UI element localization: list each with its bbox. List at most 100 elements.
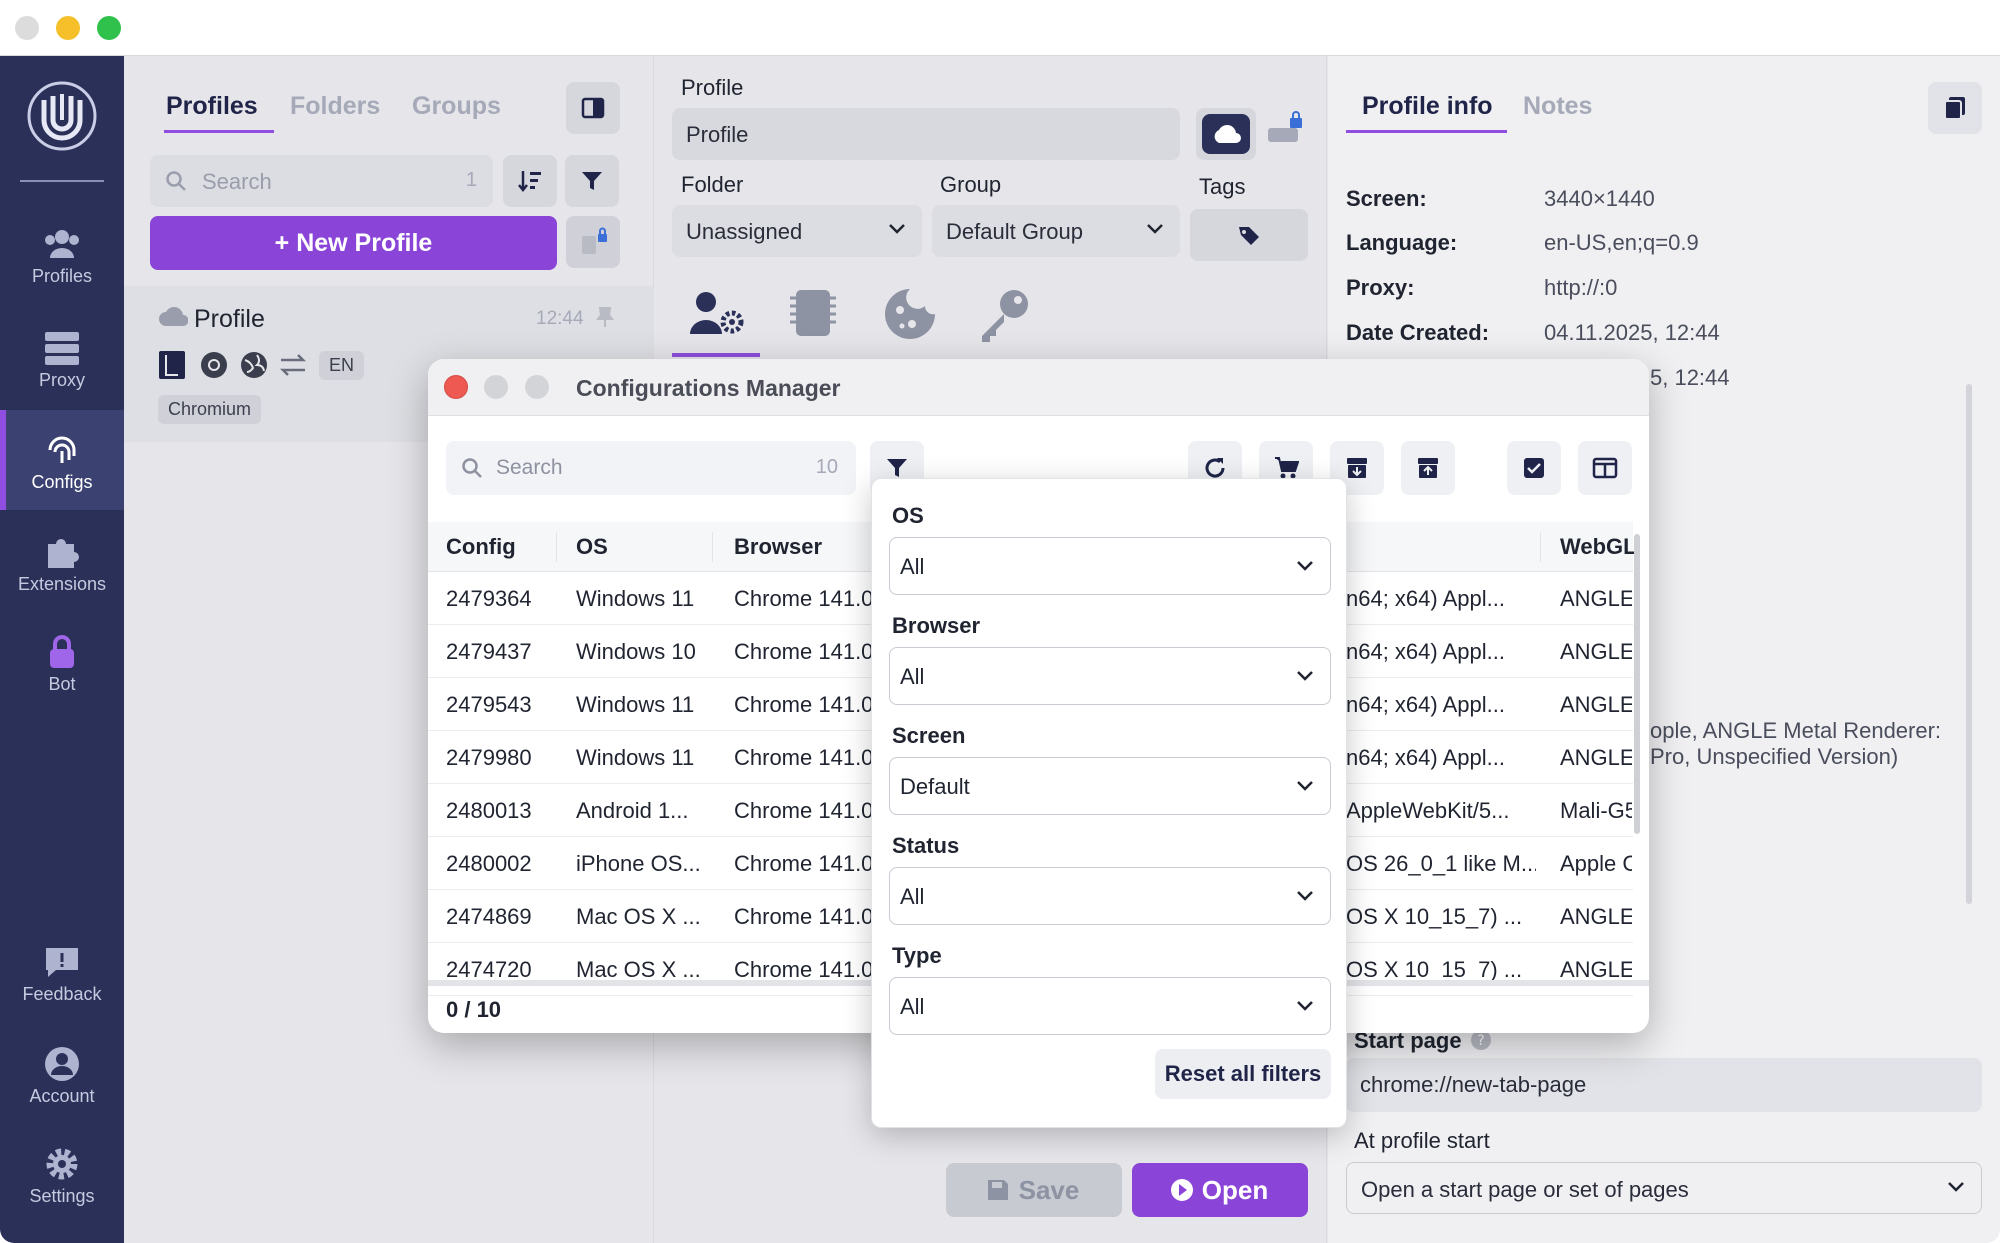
sort-button[interactable] bbox=[503, 155, 557, 207]
cloud-icon bbox=[1214, 125, 1241, 143]
filter-profiles-button[interactable] bbox=[565, 155, 619, 207]
dialog-close-button[interactable] bbox=[444, 375, 468, 399]
table-row[interactable]: 2474720 Mac OS X ... Chrome 141.0 OS X 10_1… bbox=[428, 943, 1633, 996]
at-profile-start-select[interactable]: Open a start page or set of pages bbox=[1346, 1162, 1982, 1214]
sidebar-item-account[interactable]: Account bbox=[0, 1024, 124, 1124]
cell-browser: Chrome 141.0 bbox=[734, 851, 874, 876]
chevron-down-icon bbox=[1948, 1182, 1964, 1192]
profile-name-label: Profile bbox=[681, 75, 744, 100]
window-close-button[interactable] bbox=[15, 16, 39, 40]
upload-archive-button[interactable] bbox=[1401, 441, 1455, 495]
new-profile-button[interactable]: + New Profile bbox=[150, 216, 557, 270]
profile-identity-tab-icon[interactable] bbox=[688, 290, 746, 336]
profile-search-input[interactable]: Search 1 bbox=[150, 155, 493, 207]
tab-active-indicator bbox=[1346, 130, 1507, 133]
reset-filters-button[interactable]: Reset all filters bbox=[1155, 1049, 1331, 1099]
columns-button[interactable] bbox=[1578, 441, 1632, 495]
sidebar-item-extensions[interactable]: Extensions bbox=[0, 512, 124, 612]
cell-os: iPhone OS... bbox=[576, 851, 701, 876]
table-row[interactable]: 2479543 Windows 11 Chrome 141.0 n64; x64) A… bbox=[428, 678, 1633, 731]
window-minimize-button[interactable] bbox=[56, 16, 80, 40]
sidebar-item-label: Profiles bbox=[31, 266, 93, 286]
column-header-os[interactable]: OS bbox=[576, 534, 608, 559]
group-label: Group bbox=[940, 172, 1002, 197]
filter-screen-select[interactable]: Default bbox=[889, 757, 1331, 815]
info-scrollbar[interactable] bbox=[1966, 384, 1972, 904]
sidebar: Profiles Proxy Configs Extensions Bot Fe… bbox=[0, 56, 124, 1243]
filter-os-value: All bbox=[900, 554, 925, 579]
search-placeholder: Search bbox=[496, 456, 563, 479]
sidebar-item-label: Settings bbox=[29, 1186, 95, 1206]
sidebar-toggle-icon bbox=[581, 97, 605, 119]
tab-folders[interactable]: Folders bbox=[290, 92, 381, 120]
config-search-input[interactable]: Search 10 bbox=[446, 441, 856, 495]
filter-icon bbox=[582, 172, 602, 190]
feedback-icon bbox=[46, 948, 78, 977]
cell-user-agent: OS X 10_15_7) ... bbox=[1346, 904, 1523, 929]
account-icon bbox=[45, 1047, 79, 1081]
column-header-browser[interactable]: Browser bbox=[734, 534, 823, 559]
swap-icon bbox=[279, 354, 307, 376]
key-icon[interactable] bbox=[976, 284, 1036, 344]
sidebar-item-label: Bot bbox=[48, 674, 76, 694]
pin-icon[interactable] bbox=[596, 306, 614, 328]
folder-select[interactable]: Unassigned bbox=[672, 205, 922, 257]
filter-browser-select[interactable]: All bbox=[889, 647, 1331, 705]
tab-notes[interactable]: Notes bbox=[1523, 92, 1593, 120]
table-vertical-scrollbar[interactable] bbox=[1634, 534, 1640, 834]
column-header-config[interactable]: Config bbox=[446, 534, 516, 559]
sidebar-item-profiles[interactable]: Profiles bbox=[0, 204, 124, 304]
dialog-title: Configurations Manager bbox=[576, 375, 841, 401]
cell-user-agent: n64; x64) Appl... bbox=[1346, 745, 1505, 770]
tab-profiles[interactable]: Profiles bbox=[166, 92, 258, 120]
info-value-date-updated: 5, 12:44 bbox=[1650, 365, 1730, 390]
fingerprint-icon bbox=[48, 436, 76, 463]
tab-groups[interactable]: Groups bbox=[412, 92, 501, 120]
download-archive-button[interactable] bbox=[1330, 441, 1384, 495]
filter-os-select[interactable]: All bbox=[889, 537, 1331, 595]
sidebar-item-feedback[interactable]: Feedback bbox=[0, 922, 124, 1022]
sidebar-item-settings[interactable]: Settings bbox=[0, 1124, 124, 1224]
sidebar-item-label: Proxy bbox=[38, 370, 85, 390]
start-page-input[interactable]: chrome://new-tab-page bbox=[1346, 1058, 1982, 1112]
tab-profile-info[interactable]: Profile info bbox=[1362, 92, 1493, 120]
save-button[interactable]: Save bbox=[946, 1163, 1122, 1217]
chevron-down-icon bbox=[1297, 781, 1313, 791]
cloud-storage-button[interactable] bbox=[1196, 108, 1256, 160]
cell-config: 2480013 bbox=[446, 798, 532, 823]
select-all-button[interactable] bbox=[1507, 441, 1561, 495]
hardware-chip-icon[interactable] bbox=[786, 286, 840, 340]
search-icon bbox=[462, 458, 482, 478]
gear-icon bbox=[46, 1148, 78, 1180]
tags-label: Tags bbox=[1199, 174, 1246, 199]
floppy-disk-icon bbox=[988, 1180, 1008, 1200]
filter-type-select[interactable]: All bbox=[889, 977, 1331, 1035]
column-header-webgl[interactable]: WebGL bbox=[1560, 534, 1637, 559]
copy-info-button[interactable] bbox=[1928, 82, 1982, 134]
dialog-minimize-button[interactable] bbox=[484, 375, 508, 399]
cookie-icon[interactable] bbox=[882, 286, 938, 342]
open-button[interactable]: Open bbox=[1132, 1163, 1308, 1217]
locked-import-button[interactable] bbox=[566, 216, 620, 268]
sidebar-item-proxy[interactable]: Proxy bbox=[0, 308, 124, 408]
group-select[interactable]: Default Group bbox=[932, 205, 1180, 257]
window-maximize-button[interactable] bbox=[97, 16, 121, 40]
info-value-date-created: 04.11.2025, 12:44 bbox=[1544, 320, 1720, 345]
sidebar-item-bot[interactable]: Bot bbox=[0, 612, 124, 712]
help-icon[interactable]: ? bbox=[1470, 1029, 1492, 1051]
dialog-maximize-button[interactable] bbox=[525, 375, 549, 399]
cell-webgl: ANGLE bbox=[1560, 692, 1632, 717]
filter-status-select[interactable]: All bbox=[889, 867, 1331, 925]
folder-value: Unassigned bbox=[686, 219, 803, 244]
cell-os: Windows 11 bbox=[576, 745, 695, 770]
profile-name-input[interactable]: Profile bbox=[672, 108, 1180, 160]
tab-active-indicator bbox=[672, 353, 760, 357]
local-storage-locked-icon[interactable] bbox=[1264, 110, 1308, 150]
sidebar-item-configs[interactable]: Configs bbox=[0, 410, 124, 510]
lock-icon bbox=[50, 635, 74, 668]
column-divider bbox=[556, 532, 557, 562]
sidebar-item-label: Feedback bbox=[22, 984, 102, 1004]
tags-button[interactable] bbox=[1190, 209, 1308, 261]
toggle-panel-button[interactable] bbox=[566, 82, 620, 134]
cell-config: 2474720 bbox=[446, 957, 532, 982]
